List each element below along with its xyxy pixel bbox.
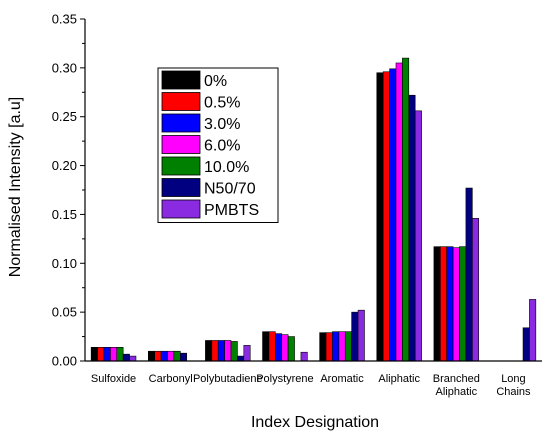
x-category-label: Aromatic	[320, 373, 364, 385]
legend-swatch	[161, 70, 201, 90]
bar-3-1	[167, 350, 175, 362]
legend-swatch	[161, 199, 201, 219]
bar-5-6	[465, 187, 473, 362]
legend-swatch	[161, 92, 201, 111]
bar-0-6	[433, 246, 441, 362]
legend-label: PMBTS	[204, 202, 259, 219]
bar-6-0	[129, 355, 137, 362]
bar-1-3	[268, 331, 276, 362]
bar-3-2	[224, 340, 232, 362]
legend-swatch	[161, 156, 201, 176]
x-category-label: Long	[501, 373, 525, 385]
bar-4-1	[173, 350, 181, 362]
x-category-label: Aliphatic	[436, 386, 478, 398]
bar-6-4	[357, 309, 365, 362]
bar-2-4	[332, 331, 340, 362]
bar-4-5	[402, 57, 410, 362]
bar-5-5	[408, 94, 416, 362]
bar-3-6	[452, 247, 460, 362]
bar-1-5	[382, 71, 390, 362]
bar-1-1	[154, 350, 162, 362]
bar-6-5	[414, 110, 422, 362]
bar-0-5	[376, 72, 384, 362]
x-category-label: Polystyrene	[256, 373, 313, 385]
legend-swatch	[161, 113, 201, 133]
x-axis-title: Index Designation	[251, 414, 379, 431]
bar-0-0	[90, 347, 98, 362]
bar-2-5	[389, 68, 397, 362]
x-category-label: Sulfoxide	[91, 373, 136, 385]
bar-2-3	[275, 333, 283, 362]
bar-5-0	[122, 353, 130, 362]
bar-4-4	[344, 331, 352, 362]
y-tick-label: 0.15	[52, 207, 77, 222]
bar-0-3	[262, 331, 270, 362]
bar-1-0	[97, 347, 105, 362]
bar-0-2	[205, 340, 213, 362]
bar-2-0	[103, 347, 111, 362]
legend-label: N50/70	[204, 181, 256, 198]
legend: 0% 0.5% 3.0% 6.0% 10.0% N50/70 PMBTS	[157, 67, 279, 223]
bar-2-1	[160, 350, 168, 362]
bar-3-0	[110, 347, 118, 362]
bar-3-5	[395, 62, 403, 362]
bar-3-3	[281, 334, 289, 362]
x-category-labels: Sulfoxide Carbonyl PolybutadienePolystyren…	[91, 373, 531, 398]
bar-2-2	[217, 340, 225, 362]
x-category-label: Chains	[496, 386, 531, 398]
bar-4-2	[230, 341, 238, 362]
bar-0-4	[319, 332, 327, 362]
bar-4-0	[116, 347, 124, 362]
legend-label: 10.0%	[204, 159, 249, 176]
bar-5-7	[522, 327, 530, 362]
y-tick-label: 0.00	[52, 354, 77, 369]
legend-swatch	[161, 135, 201, 154]
legend-label: 0%	[204, 73, 227, 90]
y-tick-label: 0.25	[52, 109, 77, 124]
x-category-label: Aliphatic	[378, 373, 420, 385]
bar-1-6	[440, 246, 448, 362]
bar-1-2	[211, 340, 219, 362]
bar-4-6	[459, 246, 467, 362]
legend-label: 6.0%	[204, 138, 240, 155]
bar-1-4	[325, 332, 333, 362]
y-tick-label: 0.10	[52, 256, 77, 271]
x-category-label: Carbonyl	[149, 373, 193, 385]
bar-6-3	[300, 351, 308, 362]
x-category-label: Branched	[433, 373, 480, 385]
y-tick-label: 0.30	[52, 60, 77, 75]
y-tick-label: 0.20	[52, 158, 77, 173]
bars-group	[90, 57, 537, 362]
x-category-label: Polybutadiene	[193, 373, 263, 385]
bar-3-4	[338, 331, 346, 362]
legend-swatch	[161, 178, 201, 197]
y-tick-label: 0.35	[52, 12, 77, 27]
legend-label: 0.5%	[204, 95, 240, 112]
legend-label: 3.0%	[204, 116, 240, 133]
bar-0-1	[147, 350, 155, 362]
bar-5-2	[237, 355, 245, 362]
bar-6-7	[529, 299, 537, 362]
y-axis-title: Normalised Intensity [a.u]	[7, 97, 24, 278]
bar-5-1	[179, 352, 187, 362]
bar-6-2	[243, 345, 251, 362]
y-tick-label: 0.05	[52, 305, 77, 320]
bar-2-6	[446, 246, 454, 362]
bar-6-6	[472, 218, 480, 362]
bar-5-4	[351, 311, 359, 362]
bar-4-3	[287, 336, 295, 362]
y-ticks-group: 0.00 0.05 0.10 0.15 0.20 0.25 0.30 0.35	[52, 12, 85, 369]
